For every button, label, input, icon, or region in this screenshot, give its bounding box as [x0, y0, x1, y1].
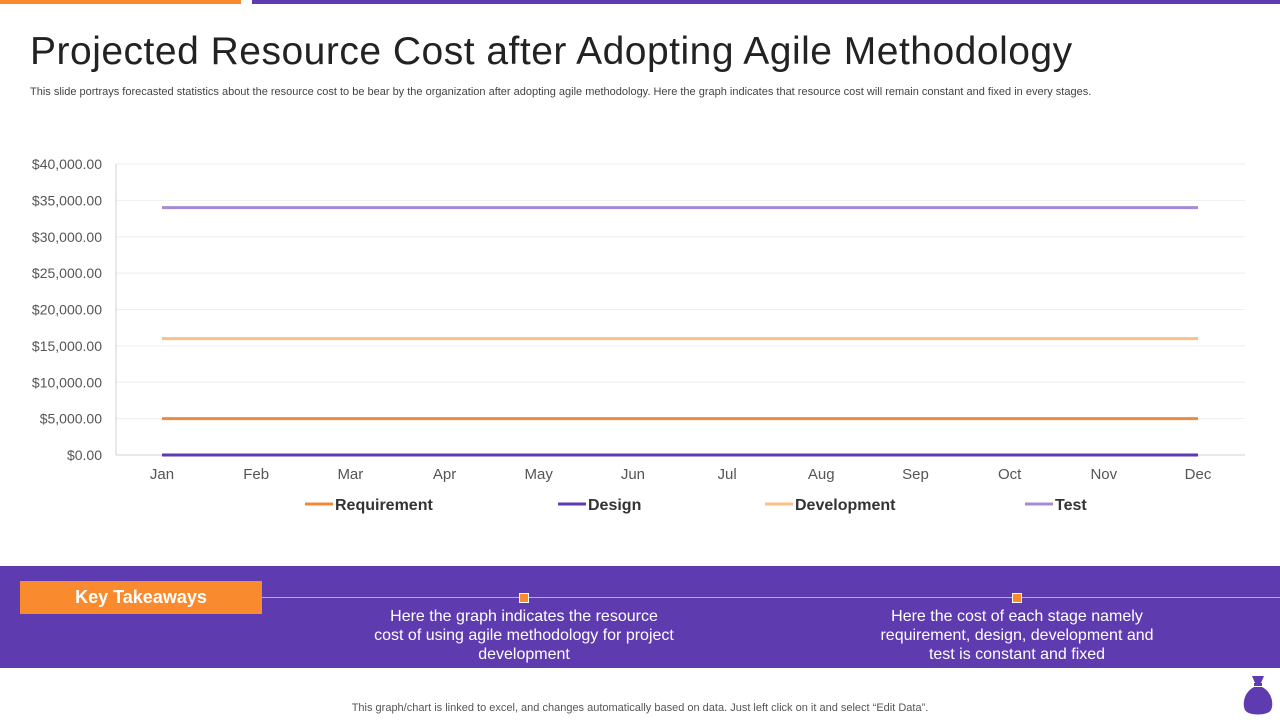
x-tick-label: Mar — [337, 466, 363, 483]
y-tick-label: $25,000.00 — [32, 265, 102, 281]
divider — [262, 597, 1280, 598]
key-takeaways-label: Key Takeaways — [20, 581, 262, 614]
x-tick-label: Nov — [1090, 466, 1117, 483]
y-tick-label: $40,000.00 — [32, 156, 102, 172]
x-tick-label: Feb — [243, 466, 269, 483]
x-tick-label: Jun — [621, 466, 645, 483]
y-tick-label: $15,000.00 — [32, 338, 102, 354]
x-tick-label: Sep — [902, 466, 929, 483]
x-tick-label: May — [525, 466, 554, 483]
x-tick-label: Aug — [808, 466, 835, 483]
y-tick-label: $10,000.00 — [32, 374, 102, 390]
legend-label: Development — [795, 497, 896, 514]
legend-label: Requirement — [335, 497, 433, 514]
bullet-marker — [1012, 593, 1022, 603]
x-tick-label: Apr — [433, 466, 456, 483]
page-subtitle: This slide portrays forecasted statistic… — [30, 86, 1092, 98]
bullet-marker — [519, 593, 529, 603]
x-tick-label: Jan — [150, 466, 174, 483]
legend-label: Design — [588, 497, 641, 514]
takeaway-text: Here the cost of each stage namely requi… — [880, 608, 1154, 663]
money-bag-icon — [1243, 676, 1273, 715]
y-tick-label: $30,000.00 — [32, 229, 102, 245]
top-accent-orange — [0, 0, 241, 4]
y-tick-label: $35,000.00 — [32, 192, 102, 208]
takeaway-text: Here the graph indicates the resource co… — [374, 608, 674, 663]
x-tick-label: Jul — [717, 466, 736, 483]
y-tick-label: $5,000.00 — [40, 411, 102, 427]
footer-note: This graph/chart is linked to excel, and… — [351, 702, 929, 714]
y-tick-label: $20,000.00 — [32, 302, 102, 318]
line-chart[interactable]: $0.00 $5,000.00 $10,000.00 $15,000.00 $20,00… — [0, 140, 1280, 540]
x-tick-label: Dec — [1185, 466, 1212, 483]
top-accent-purple — [252, 0, 1280, 4]
y-tick-label: $0.00 — [67, 447, 102, 463]
legend-label: Test — [1055, 497, 1087, 514]
x-tick-label: Oct — [998, 466, 1022, 483]
page-title: Projected Resource Cost after Adopting A… — [30, 30, 1073, 73]
